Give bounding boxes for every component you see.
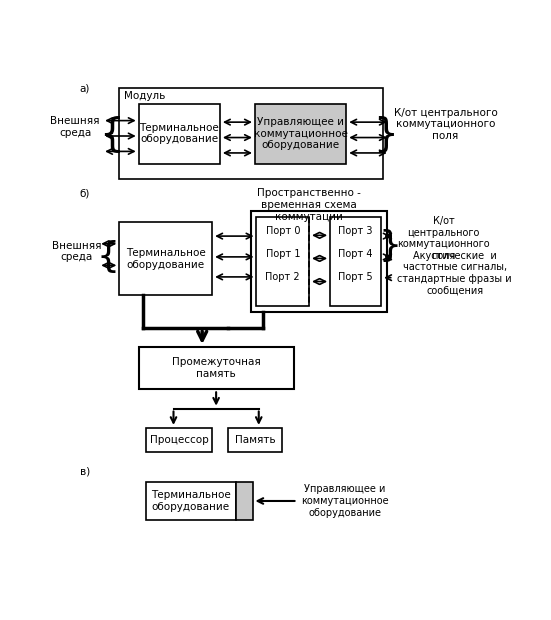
Text: Порт 0: Порт 0	[266, 226, 300, 236]
Bar	[256, 217, 309, 306]
Bar	[251, 211, 387, 312]
Text: Порт 4: Порт 4	[338, 249, 373, 259]
Text: Внешняя
среда: Внешняя среда	[50, 116, 100, 138]
Text: Акустические  и
частотные сигналы,
стандартные фразы и
сообщения: Акустические и частотные сигналы, станда…	[397, 250, 512, 296]
Bar	[235, 482, 252, 520]
Bar	[119, 88, 383, 179]
Bar	[119, 222, 212, 295]
Text: }: }	[378, 229, 401, 263]
Text: {: {	[99, 115, 124, 153]
Bar	[139, 347, 294, 389]
Text: Порт 2: Порт 2	[266, 272, 300, 282]
Bar	[147, 482, 235, 520]
Text: Терминальное
оборудование: Терминальное оборудование	[139, 123, 219, 144]
Text: }: }	[374, 115, 398, 153]
Text: б): б)	[80, 188, 90, 198]
Text: К/от центрального
коммутационного
поля: К/от центрального коммутационного поля	[393, 108, 498, 141]
Bar	[139, 104, 220, 164]
Text: Терминальное
оборудование: Терминальное оборудование	[151, 490, 231, 511]
Bar	[228, 428, 282, 453]
Text: Управляющее и
коммутационное
оборудование: Управляющее и коммутационное оборудовани…	[301, 484, 389, 518]
Text: в): в)	[80, 466, 90, 476]
Text: а): а)	[80, 84, 90, 94]
Bar	[147, 428, 212, 453]
Text: Порт 3: Порт 3	[338, 226, 373, 236]
Text: Терминальное
оборудование: Терминальное оборудование	[126, 248, 206, 270]
Bar	[330, 217, 381, 306]
Text: Промежуточная
память: Промежуточная память	[172, 357, 261, 379]
Text: {: {	[96, 240, 119, 274]
Text: Процессор: Процессор	[150, 435, 209, 445]
Text: Порт 5: Порт 5	[338, 272, 373, 282]
Text: Внешняя
среда: Внешняя среда	[52, 241, 101, 262]
Text: К/от
центрального
коммутационного
поля: К/от центрального коммутационного поля	[397, 216, 490, 261]
Text: Порт 1: Порт 1	[266, 249, 300, 259]
Bar	[255, 104, 347, 164]
Text: Модуль: Модуль	[124, 91, 165, 101]
Text: Управляющее и
коммутационное
оборудование: Управляющее и коммутационное оборудовани…	[253, 117, 348, 150]
Text: Пространственно -
временная схема
коммутации: Пространственно - временная схема коммут…	[257, 188, 361, 221]
Text: Память: Память	[235, 435, 275, 445]
